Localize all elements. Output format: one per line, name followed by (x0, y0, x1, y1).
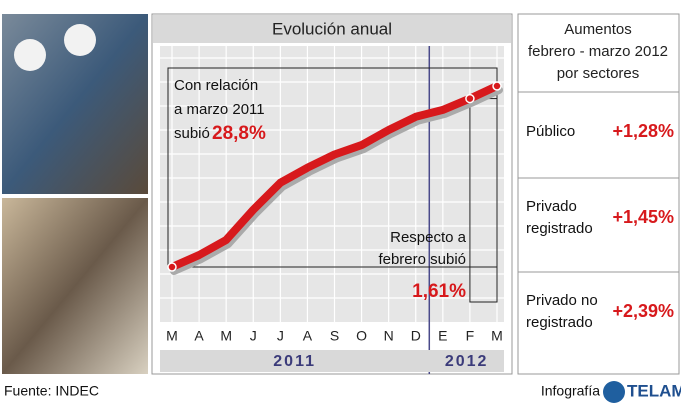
point (167, 262, 177, 272)
sectors-title: Aumentos (564, 21, 632, 38)
annotation-text: Respecto a (390, 229, 467, 246)
sector-value: +1,28% (612, 121, 674, 141)
line-shadow (170, 86, 503, 275)
x-tick-label: A (303, 328, 313, 344)
chart-title: Evolución anual (272, 19, 392, 38)
plot-area (160, 46, 504, 322)
brand-logo (603, 381, 625, 403)
source: Fuente: INDEC (4, 383, 99, 399)
x-tick-label: M (491, 328, 503, 344)
photo-helmet (14, 39, 46, 71)
x-tick-label: J (277, 328, 284, 344)
x-tick-label: M (166, 328, 178, 344)
x-tick-label: N (384, 328, 394, 344)
point (492, 81, 502, 91)
title-bar (153, 15, 511, 43)
year-bar (160, 350, 504, 372)
sector-value: +1,45% (612, 207, 674, 227)
annotation-text: Con relación (174, 77, 258, 94)
sectors-title: febrero - marzo 2012 (528, 43, 668, 60)
sector-label: registrado (526, 220, 593, 237)
annotation-text: a marzo 2011 (174, 101, 265, 118)
sectors-title: por sectores (557, 65, 640, 82)
sector-label: Privado (526, 198, 577, 215)
x-tick-label: M (220, 328, 232, 344)
data-line (168, 82, 501, 271)
sector-value: +2,39% (612, 301, 674, 321)
annotation-highlight: 1,61% (412, 281, 466, 302)
brand: TELAM (627, 381, 681, 400)
x-tick-label: A (194, 328, 204, 344)
x-tick-label: F (466, 328, 475, 344)
year-label: 2012 (445, 353, 489, 370)
photo-helmet (64, 24, 96, 56)
sector-label: Privado no (526, 292, 598, 309)
annotation-highlight: 28,8% (212, 123, 266, 144)
annotation-text: subió (174, 125, 210, 142)
year-label: 2011 (273, 353, 316, 370)
annotation-text: febrero subió (378, 251, 466, 268)
point (465, 93, 475, 104)
x-tick-label: S (330, 328, 339, 344)
sector-label: Público (526, 123, 575, 140)
x-tick-label: D (411, 328, 421, 344)
photo-meeting (2, 198, 148, 374)
x-tick-label: J (250, 328, 257, 344)
credit: Infografía (541, 383, 600, 399)
x-tick-label: E (438, 328, 447, 344)
sectors-panel (517, 13, 680, 375)
sector-label: registrado (526, 314, 593, 331)
x-tick-label: O (356, 328, 367, 344)
